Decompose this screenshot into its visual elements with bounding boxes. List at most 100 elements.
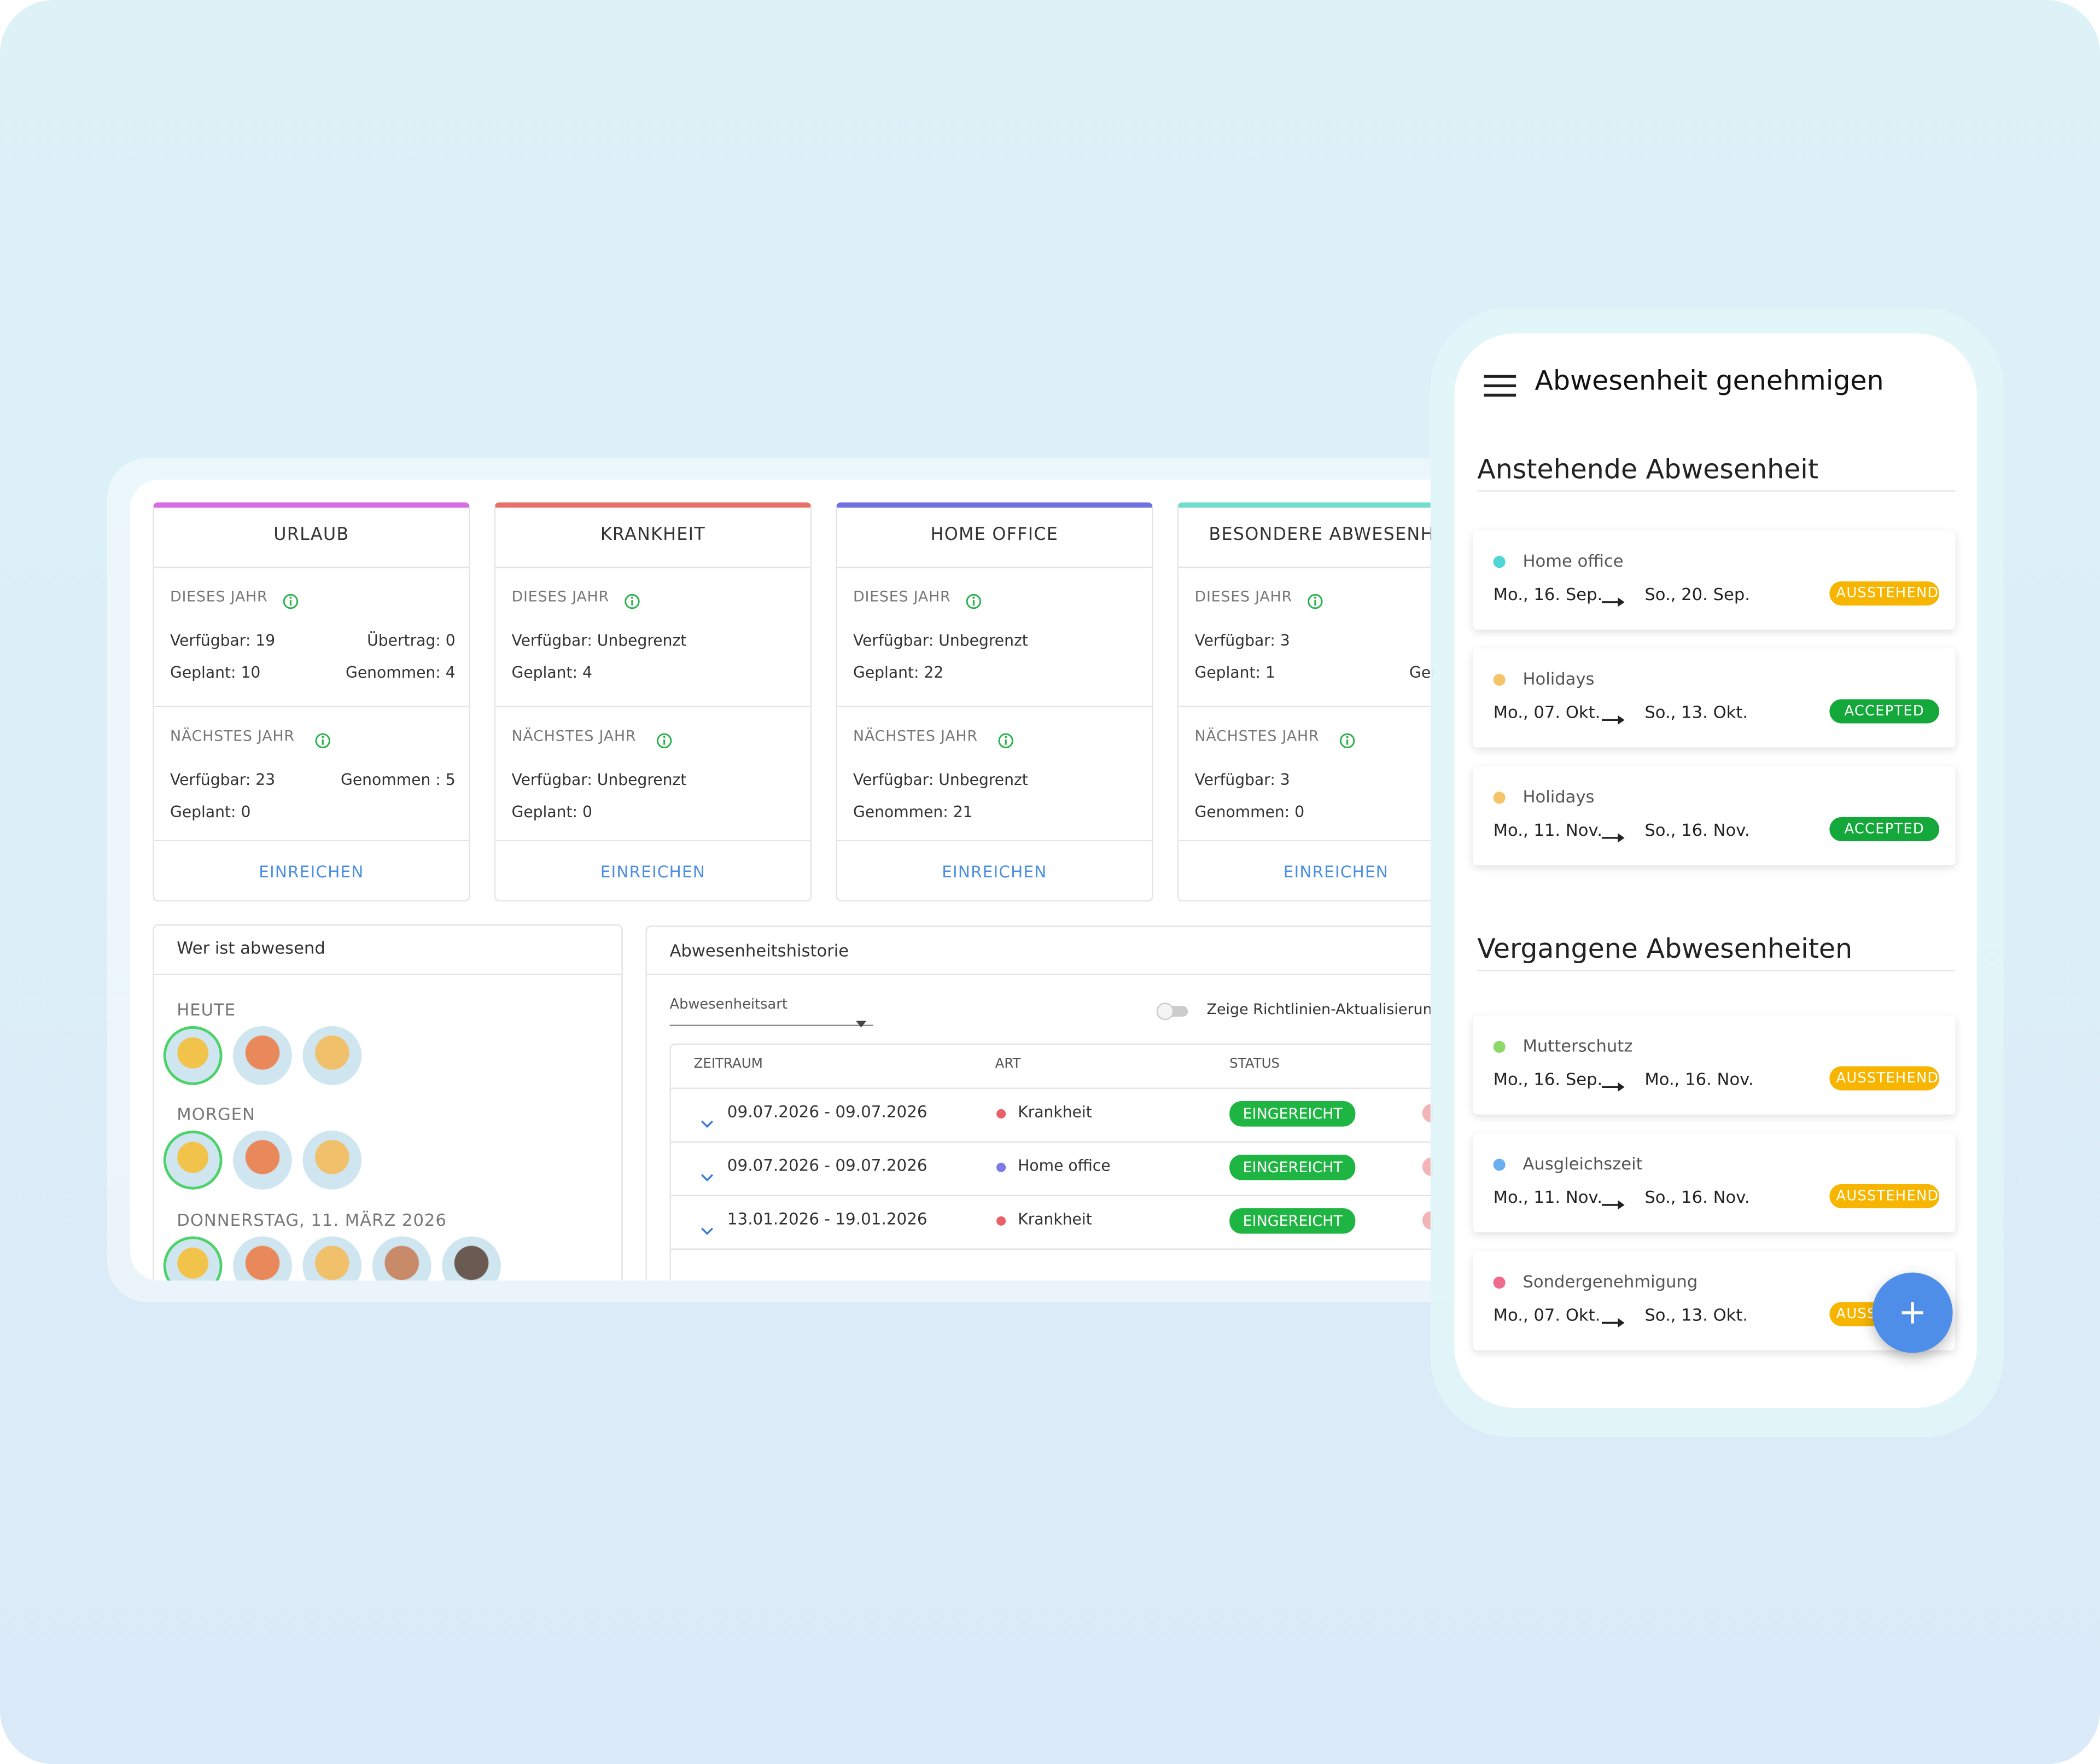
arrow [1601,1073,1626,1099]
date-to: So., 16. Nov. [1644,1186,1750,1207]
expand-row[interactable] [701,1161,714,1187]
avatar [233,1026,292,1085]
status-badge: AUSSTEHEND [1829,1066,1940,1091]
date-to: Mo., 16. Nov. [1644,1069,1754,1090]
divider [1477,970,1956,971]
card-value: Verfügbar: Unbegrenzt [853,631,1028,650]
absence-type: Mutterschutz [1522,1035,1633,1056]
card-value: Verfügbar: 3 [1194,631,1290,650]
type-dot [996,1162,1006,1172]
absence-type: Sondergenehmigung [1522,1271,1698,1291]
date-from: Mo., 07. Okt. [1493,1305,1601,1325]
absence-type: Home office [1522,550,1624,571]
divider [495,566,810,568]
submit-button[interactable]: EINREICHEN [942,863,1047,882]
avatar [233,1236,292,1281]
arrow-glyph [1601,1318,1625,1328]
column-header: STATUS [1229,1057,1280,1072]
avatar [163,1236,223,1281]
arrow [1601,1309,1626,1335]
card-title: URLAUB [273,525,349,545]
card-value: Geplant: 0 [511,802,592,822]
avatar [302,1026,362,1085]
divider [154,706,469,708]
info-icon [998,729,1013,754]
date-from: Mo., 11. Nov. [1493,819,1602,840]
avatar [442,1236,501,1281]
expand-row-glyph [701,1120,714,1128]
absence-card: KRANKHEIT DIESES JAHR Verfügbar: Unbegrenz… [494,502,812,902]
section-title: Anstehende Abwesenheit [1477,452,1819,485]
info-icon [624,590,640,615]
card-title: HOME OFFICE [930,525,1059,545]
divider [646,974,1433,975]
card-value: Übertrag: 0 [367,631,456,650]
avatar [372,1236,431,1281]
divider [1179,840,1433,841]
date-to: So., 20. Sep. [1644,584,1751,604]
absence-item: Mutterschutz Mo., 16. Sep. Mo., 16. Nov. AU… [1473,1015,1956,1115]
submit-button[interactable]: EINREICHEN [1283,863,1389,882]
period: 09.07.2026 - 09.07.2026 [727,1156,928,1175]
status-badge: EINGEREICHT [1229,1101,1356,1127]
status-badge: EINGEREICHT [1229,1155,1356,1180]
card-value: Verfügbar: Unbegrenzt [511,631,687,650]
date-from: Mo., 16. Sep. [1493,584,1603,604]
arrow-glyph [1601,715,1625,725]
info-icon-glyph [315,733,330,749]
divider [1179,706,1433,708]
info-icon-glyph [1308,593,1323,609]
card-value: Verfügbar: Unbegrenzt [511,770,687,789]
section-label: NÄCHSTES JAHR [1194,727,1320,745]
absence-type: Holidays [1522,668,1595,689]
submit-button[interactable]: EINREICHEN [600,863,706,882]
card-value: Geplant: 0 [170,802,251,822]
filter-select[interactable]: Abwesenheitsart [669,997,788,1013]
section-label: DIESES JAHR [853,588,951,606]
submit-button[interactable]: EINREICHEN [259,863,364,882]
avatar [233,1130,292,1190]
expand-row[interactable] [701,1108,714,1133]
add-button[interactable] [1872,1272,1953,1353]
screen-title: Abwesenheit genehmigen [1535,364,1884,397]
group-label: HEUTE [177,999,236,1020]
divider [154,974,622,975]
expand-row[interactable] [701,1215,714,1241]
divider [837,566,1152,568]
arrow-glyph [1601,1082,1625,1092]
section-label: NÄCHSTES JAHR [170,727,295,745]
card-value: Genommen: 4 [345,663,456,682]
section-label: DIESES JAHR [511,588,609,606]
divider [670,1141,1433,1143]
avatar [163,1130,223,1190]
absence-card: BESONDERE ABWESENHEIT DIESES JAHR Verfügba… [1177,502,1433,902]
date-to: So., 13. Okt. [1644,1305,1748,1325]
divider [154,566,469,568]
section-title: Vergangene Abwesenheiten [1477,932,1853,965]
toggle-label: Zeige Richtlinien-Aktualisierungen [1206,1000,1433,1018]
info-icon [1307,590,1323,615]
absence-item: Holidays Mo., 11. Nov. So., 16. Nov. ACCEPT… [1473,766,1956,866]
info-icon-glyph [1339,733,1355,749]
menu-button[interactable] [1484,374,1516,398]
arrow-glyph [1601,597,1625,607]
card-title: BESONDERE ABWESENHEIT [1209,525,1433,545]
type: Krankheit [1018,1209,1092,1229]
card-value: Genomm [1409,663,1433,682]
status-badge: EINGEREICHT [1229,1208,1356,1234]
card-value: Genommen: 0 [1194,802,1305,822]
absent-panel: Wer ist abwesend HEUTE MORGEN DONNERSTAG, 1… [153,924,623,1281]
section-label: NÄCHSTES JAHR [853,727,978,745]
toggle[interactable] [1156,1000,1191,1026]
info-icon-glyph [998,733,1013,749]
status-badge: ACCEPTED [1829,699,1940,724]
card-value: Genommen: 21 [853,802,973,822]
type-dot [996,1216,1006,1226]
period: 09.07.2026 - 09.07.2026 [727,1102,928,1121]
divider [670,1195,1433,1196]
status-badge: ACCEPTED [1829,817,1940,841]
period: 13.01.2026 - 19.01.2026 [727,1209,928,1229]
absence-item: Ausgleichszeit Mo., 11. Nov. So., 16. Nov.… [1473,1133,1956,1233]
phone-screen: Abwesenheit genehmigen Anstehende Abwese… [1454,333,1977,1408]
absence-item: Home office Mo., 16. Sep. So., 20. Sep. AUS… [1473,530,1956,630]
